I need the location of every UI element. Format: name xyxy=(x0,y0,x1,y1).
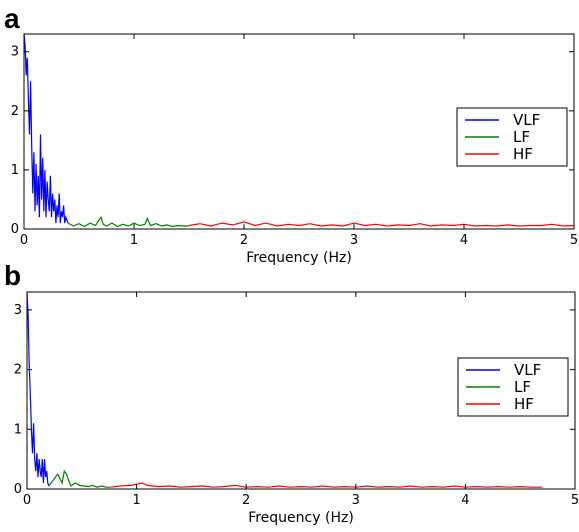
x-axis-label: Frequency (Hz) xyxy=(246,250,352,266)
y-tick-label: 2 xyxy=(11,104,19,119)
y-tick-label: 1 xyxy=(11,163,19,178)
series-line-lf xyxy=(67,215,189,228)
y-tick-label: 0 xyxy=(11,222,19,237)
y-tick-label: 3 xyxy=(14,303,22,318)
series-line-lf xyxy=(48,469,111,488)
plot-frame xyxy=(23,33,575,230)
x-tick-label: 0 xyxy=(20,233,28,248)
series-line-hf xyxy=(188,221,575,227)
x-tick-label: 5 xyxy=(571,493,579,508)
legend-label-vlf: VLF xyxy=(514,361,541,379)
legend-label-hf: HF xyxy=(513,145,533,163)
y-tick-label: 3 xyxy=(11,45,19,60)
x-tick-label: 0 xyxy=(23,493,31,508)
x-tick-label: 2 xyxy=(242,493,250,508)
panel-label: a xyxy=(4,3,20,34)
series-line-vlf xyxy=(26,291,50,487)
x-axis-label: Frequency (Hz) xyxy=(248,510,354,526)
legend-label-lf: LF xyxy=(514,378,531,396)
series-line-hf xyxy=(110,482,543,488)
plot-frame xyxy=(26,291,576,490)
x-tick-label: 4 xyxy=(460,233,468,248)
x-tick-label: 2 xyxy=(240,233,248,248)
x-tick-label: 3 xyxy=(352,493,360,508)
series-line-vlf xyxy=(23,33,69,224)
x-tick-label: 5 xyxy=(570,233,578,248)
x-tick-label: 3 xyxy=(350,233,358,248)
legend-label-lf: LF xyxy=(513,128,530,146)
legend-label-vlf: VLF xyxy=(513,111,540,129)
legend-label-hf: HF xyxy=(514,395,534,413)
x-tick-label: 1 xyxy=(130,233,138,248)
panel-label: b xyxy=(4,260,21,291)
y-tick-label: 0 xyxy=(14,482,22,497)
x-tick-label: 1 xyxy=(132,493,140,508)
y-tick-label: 1 xyxy=(14,422,22,437)
x-tick-label: 4 xyxy=(461,493,469,508)
y-tick-label: 2 xyxy=(14,363,22,378)
